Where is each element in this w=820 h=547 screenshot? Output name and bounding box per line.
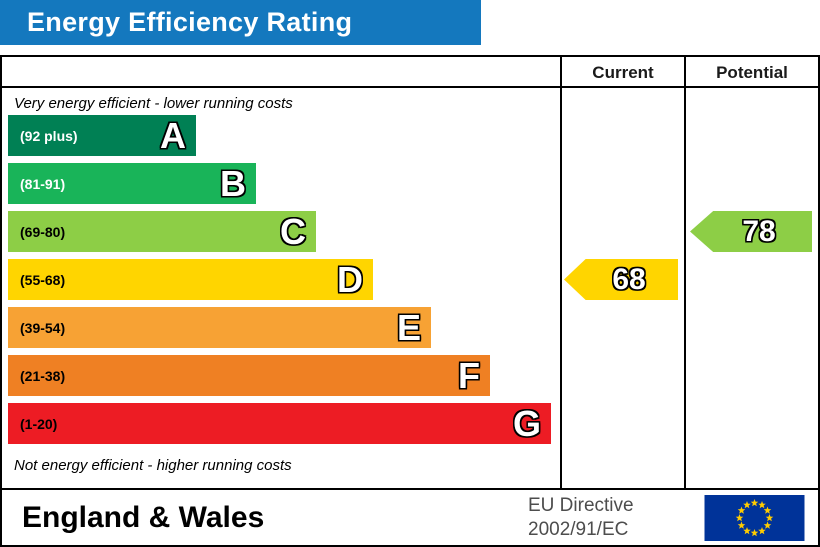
current-rating-value: 68 (612, 262, 646, 296)
band-row-b: (81-91) B (8, 163, 256, 204)
rating-chart: Current Potential Very energy efficient … (0, 55, 820, 490)
eu-directive-line2: 2002/91/EC (528, 519, 629, 540)
band-row-a: (92 plus) A (8, 115, 196, 156)
potential-column-header: Potential (716, 62, 788, 82)
current-column-divider (560, 57, 562, 488)
band-letter: F (458, 354, 480, 396)
page-title: Energy Efficiency Rating (27, 7, 353, 37)
band-row-g: (1-20) G (8, 403, 551, 444)
band-range-label: (39-54) (20, 319, 66, 336)
potential-column-divider (684, 57, 686, 488)
potential-rating-arrow: 78 (690, 211, 812, 252)
region-label: England & Wales (22, 500, 265, 534)
band-letter: D (337, 258, 363, 300)
band-range-label: (81-91) (20, 175, 66, 192)
title-bar: Energy Efficiency Rating (0, 0, 481, 45)
band-letter: B (220, 162, 246, 204)
band-range-label: (92 plus) (20, 127, 78, 144)
eu-flag-icon (704, 495, 805, 541)
column-header-row (2, 57, 818, 88)
band-range-label: (21-38) (20, 367, 66, 384)
band-letter: C (280, 210, 306, 252)
eu-directive-label: EU Directive 2002/91/EC (528, 494, 634, 542)
footer-bar: England & Wales EU Directive 2002/91/EC (0, 488, 820, 547)
band-row-e: (39-54) E (8, 307, 431, 348)
band-range-label: (69-80) (20, 223, 66, 240)
current-column-header: Current (592, 62, 654, 82)
eu-directive-line1: EU Directive (528, 495, 634, 516)
band-row-f: (21-38) F (8, 355, 490, 396)
top-note: Very energy efficient - lower running co… (14, 95, 293, 112)
band-letter: A (160, 114, 186, 156)
band-row-d: (55-68) D (8, 259, 373, 300)
potential-rating-value: 78 (742, 214, 776, 248)
band-range-label: (55-68) (20, 271, 66, 288)
current-rating-arrow: 68 (564, 259, 678, 300)
band-row-c: (69-80) C (8, 211, 316, 252)
bottom-note: Not energy efficient - higher running co… (14, 457, 292, 474)
band-letter: G (512, 402, 541, 444)
band-letter: E (396, 306, 421, 348)
band-range-label: (1-20) (20, 415, 58, 432)
